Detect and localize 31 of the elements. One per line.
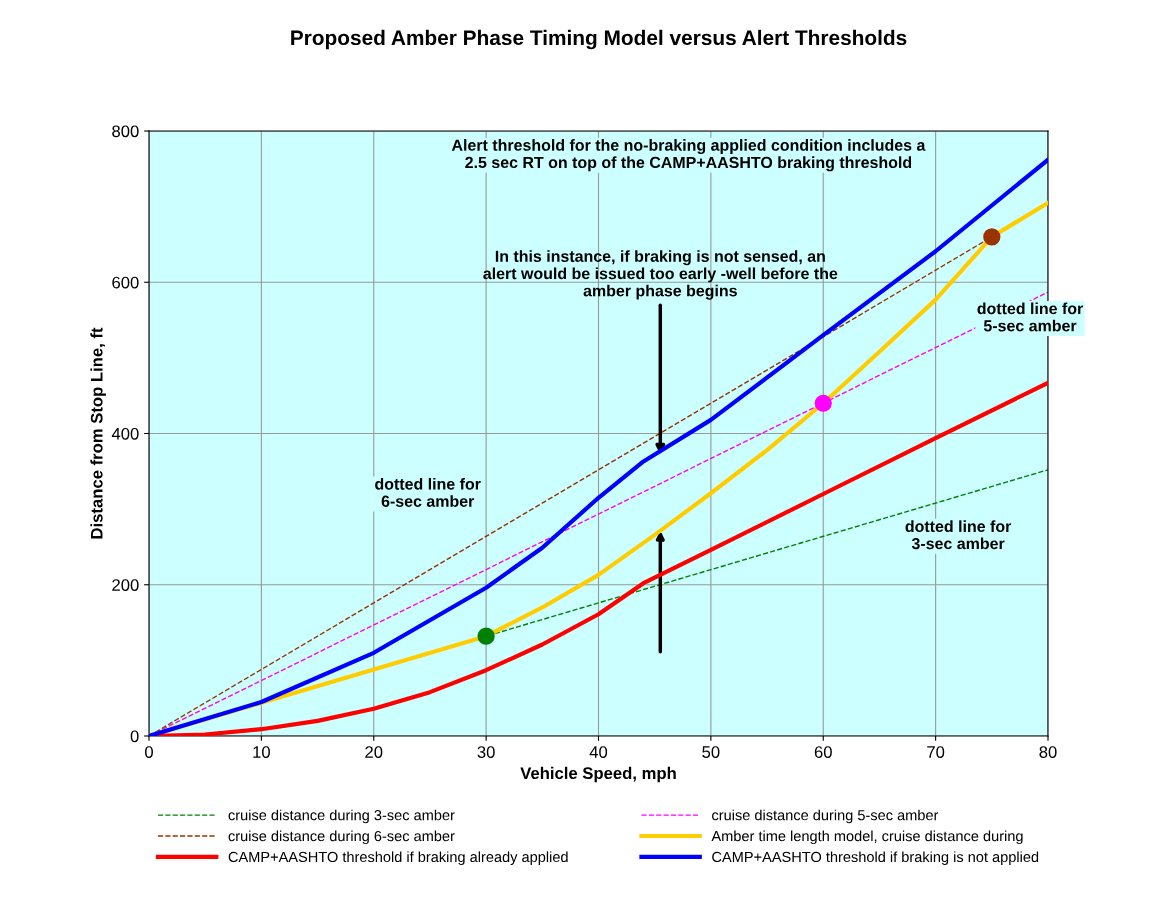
point	[983, 228, 1001, 246]
legend-label: CAMP+AASHTO threshold if braking already applied	[228, 851, 568, 865]
x-tick-label: 20	[365, 746, 383, 758]
y-tick-label: 0	[130, 730, 139, 743]
legend-label: cruise distance during 3-sec amber	[228, 809, 455, 824]
annotation: dotted line for 3-sec amber	[905, 520, 1012, 550]
x-tick-label: 70	[927, 746, 945, 758]
annotation: Alert threshold for the no-braking applied condition includes a 2.5 sec RT on top of the CAMP+AASHTO braking threshold	[451, 139, 926, 172]
x-tick-label: 50	[702, 746, 720, 758]
x-tick-label: 40	[589, 746, 608, 758]
x-tick-label: 10	[253, 746, 270, 758]
x-tick-label: 60	[814, 746, 832, 758]
annotation: dotted line for 5-sec amber	[977, 302, 1084, 332]
legend-label: cruise distance during 6-sec amber	[228, 830, 455, 845]
point	[477, 627, 495, 645]
annotation: dotted line for 6-sec amber	[375, 477, 481, 507]
point	[814, 394, 832, 412]
legend-label: cruise distance during 5-sec amber	[712, 809, 939, 824]
annotation: In this instance, if braking is not sensed, an alert would be issued too early -well before the amber phase begins	[483, 250, 838, 300]
x-tick-label: 30	[477, 746, 495, 758]
y-tick-label: 600	[112, 276, 139, 289]
y-tick-label: 200	[112, 579, 139, 591]
legend-label: CAMP+AASHTO threshold if braking is not applied	[712, 851, 1039, 865]
legend-label: Amber time length model, cruise distance during	[711, 830, 1023, 845]
y-tick-label: 800	[112, 125, 139, 138]
x-tick-label: 0	[145, 746, 153, 758]
y-tick-label: 400	[111, 427, 139, 440]
y-axis-title: Distance from Stop Line, ft	[90, 327, 106, 539]
x-axis-title: Vehicle Speed, mph	[520, 766, 676, 783]
chart-title: Proposed Amber Phase Timing Model versus Alert Thresholds	[291, 29, 907, 50]
x-tick-label: 80	[1039, 746, 1057, 758]
